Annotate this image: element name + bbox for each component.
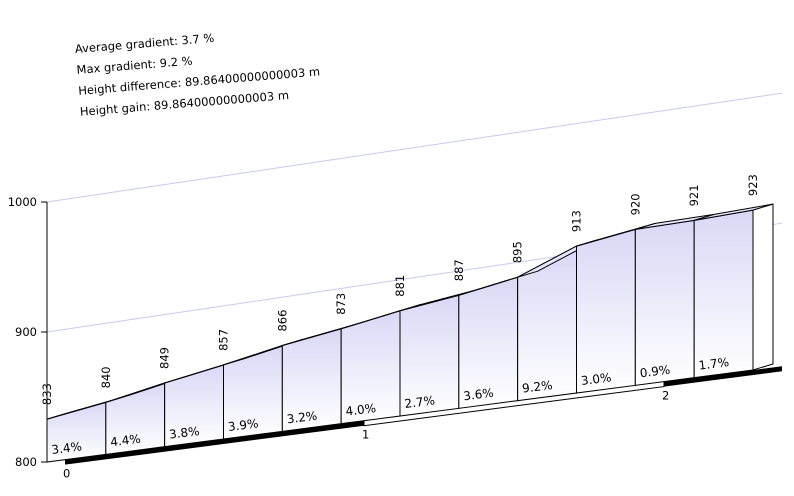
gradient-label-4: 3.2% xyxy=(286,409,318,427)
gradient-label-11: 1.7% xyxy=(698,355,730,373)
base-segment-0 xyxy=(65,420,364,465)
segment-front-9 xyxy=(576,228,636,394)
gradient-label-7: 3.6% xyxy=(462,386,494,404)
elevation-label-10: 920 xyxy=(628,193,642,215)
gradient-label-0: 3.4% xyxy=(51,439,83,457)
y-tick-label-800: 800 xyxy=(15,455,37,469)
gradient-label-5: 4.0% xyxy=(345,401,377,419)
elevation-label-8: 895 xyxy=(511,241,525,263)
gradient-label-9: 3.0% xyxy=(580,370,612,388)
y-tick-label-1000: 1000 xyxy=(8,195,37,209)
segment-front-11 xyxy=(693,209,754,379)
x-tick-label-2: 2 xyxy=(662,389,669,403)
gradient-label-10: 0.9% xyxy=(639,363,671,381)
segment-front-10 xyxy=(634,219,695,386)
segment-end-cap xyxy=(752,203,774,371)
stats-panel: Average gradient: 3.7 % Max gradient: 9.… xyxy=(74,31,320,119)
elevation-label-4: 866 xyxy=(275,310,289,332)
profile-segments xyxy=(46,203,774,463)
elevation-label-1: 840 xyxy=(99,366,113,388)
y-tick-label-900: 900 xyxy=(15,325,37,339)
gradient-label-2: 3.8% xyxy=(168,424,200,442)
elevation-label-5: 873 xyxy=(334,293,348,315)
y-axis: 800 900 1000 xyxy=(8,195,48,469)
gradient-label-3: 3.9% xyxy=(227,416,259,434)
average-gradient-text: Average gradient: 3.7 % xyxy=(74,31,214,56)
max-gradient-text: Max gradient: 9.2 % xyxy=(76,54,193,77)
gradient-label-8: 9.2% xyxy=(521,378,553,396)
grid-line-1000 xyxy=(46,92,783,203)
elevation-label-3: 857 xyxy=(217,329,231,351)
elevation-label-6: 881 xyxy=(393,275,407,297)
elevation-label-2: 849 xyxy=(158,347,172,369)
elevation-label-11: 921 xyxy=(687,184,701,206)
elevation-label-0: 833 xyxy=(40,383,54,405)
profile-labels: 3.4% 4.4% 3.8% 3.9% 3.2% 4.0% 2.7% 3.6% 9.2% 3.0%… xyxy=(40,174,760,457)
x-tick-label-1: 1 xyxy=(362,428,369,442)
gradient-label-1: 4.4% xyxy=(109,432,141,450)
x-tick-label-0: 0 xyxy=(63,467,70,481)
elevation-label-12: 923 xyxy=(746,174,760,196)
elevation-label-9: 913 xyxy=(570,210,584,232)
base-segment-2 xyxy=(664,366,782,387)
gradient-label-6: 2.7% xyxy=(404,393,436,411)
elevation-label-7: 887 xyxy=(452,259,466,281)
segment-front-8 xyxy=(517,245,577,402)
